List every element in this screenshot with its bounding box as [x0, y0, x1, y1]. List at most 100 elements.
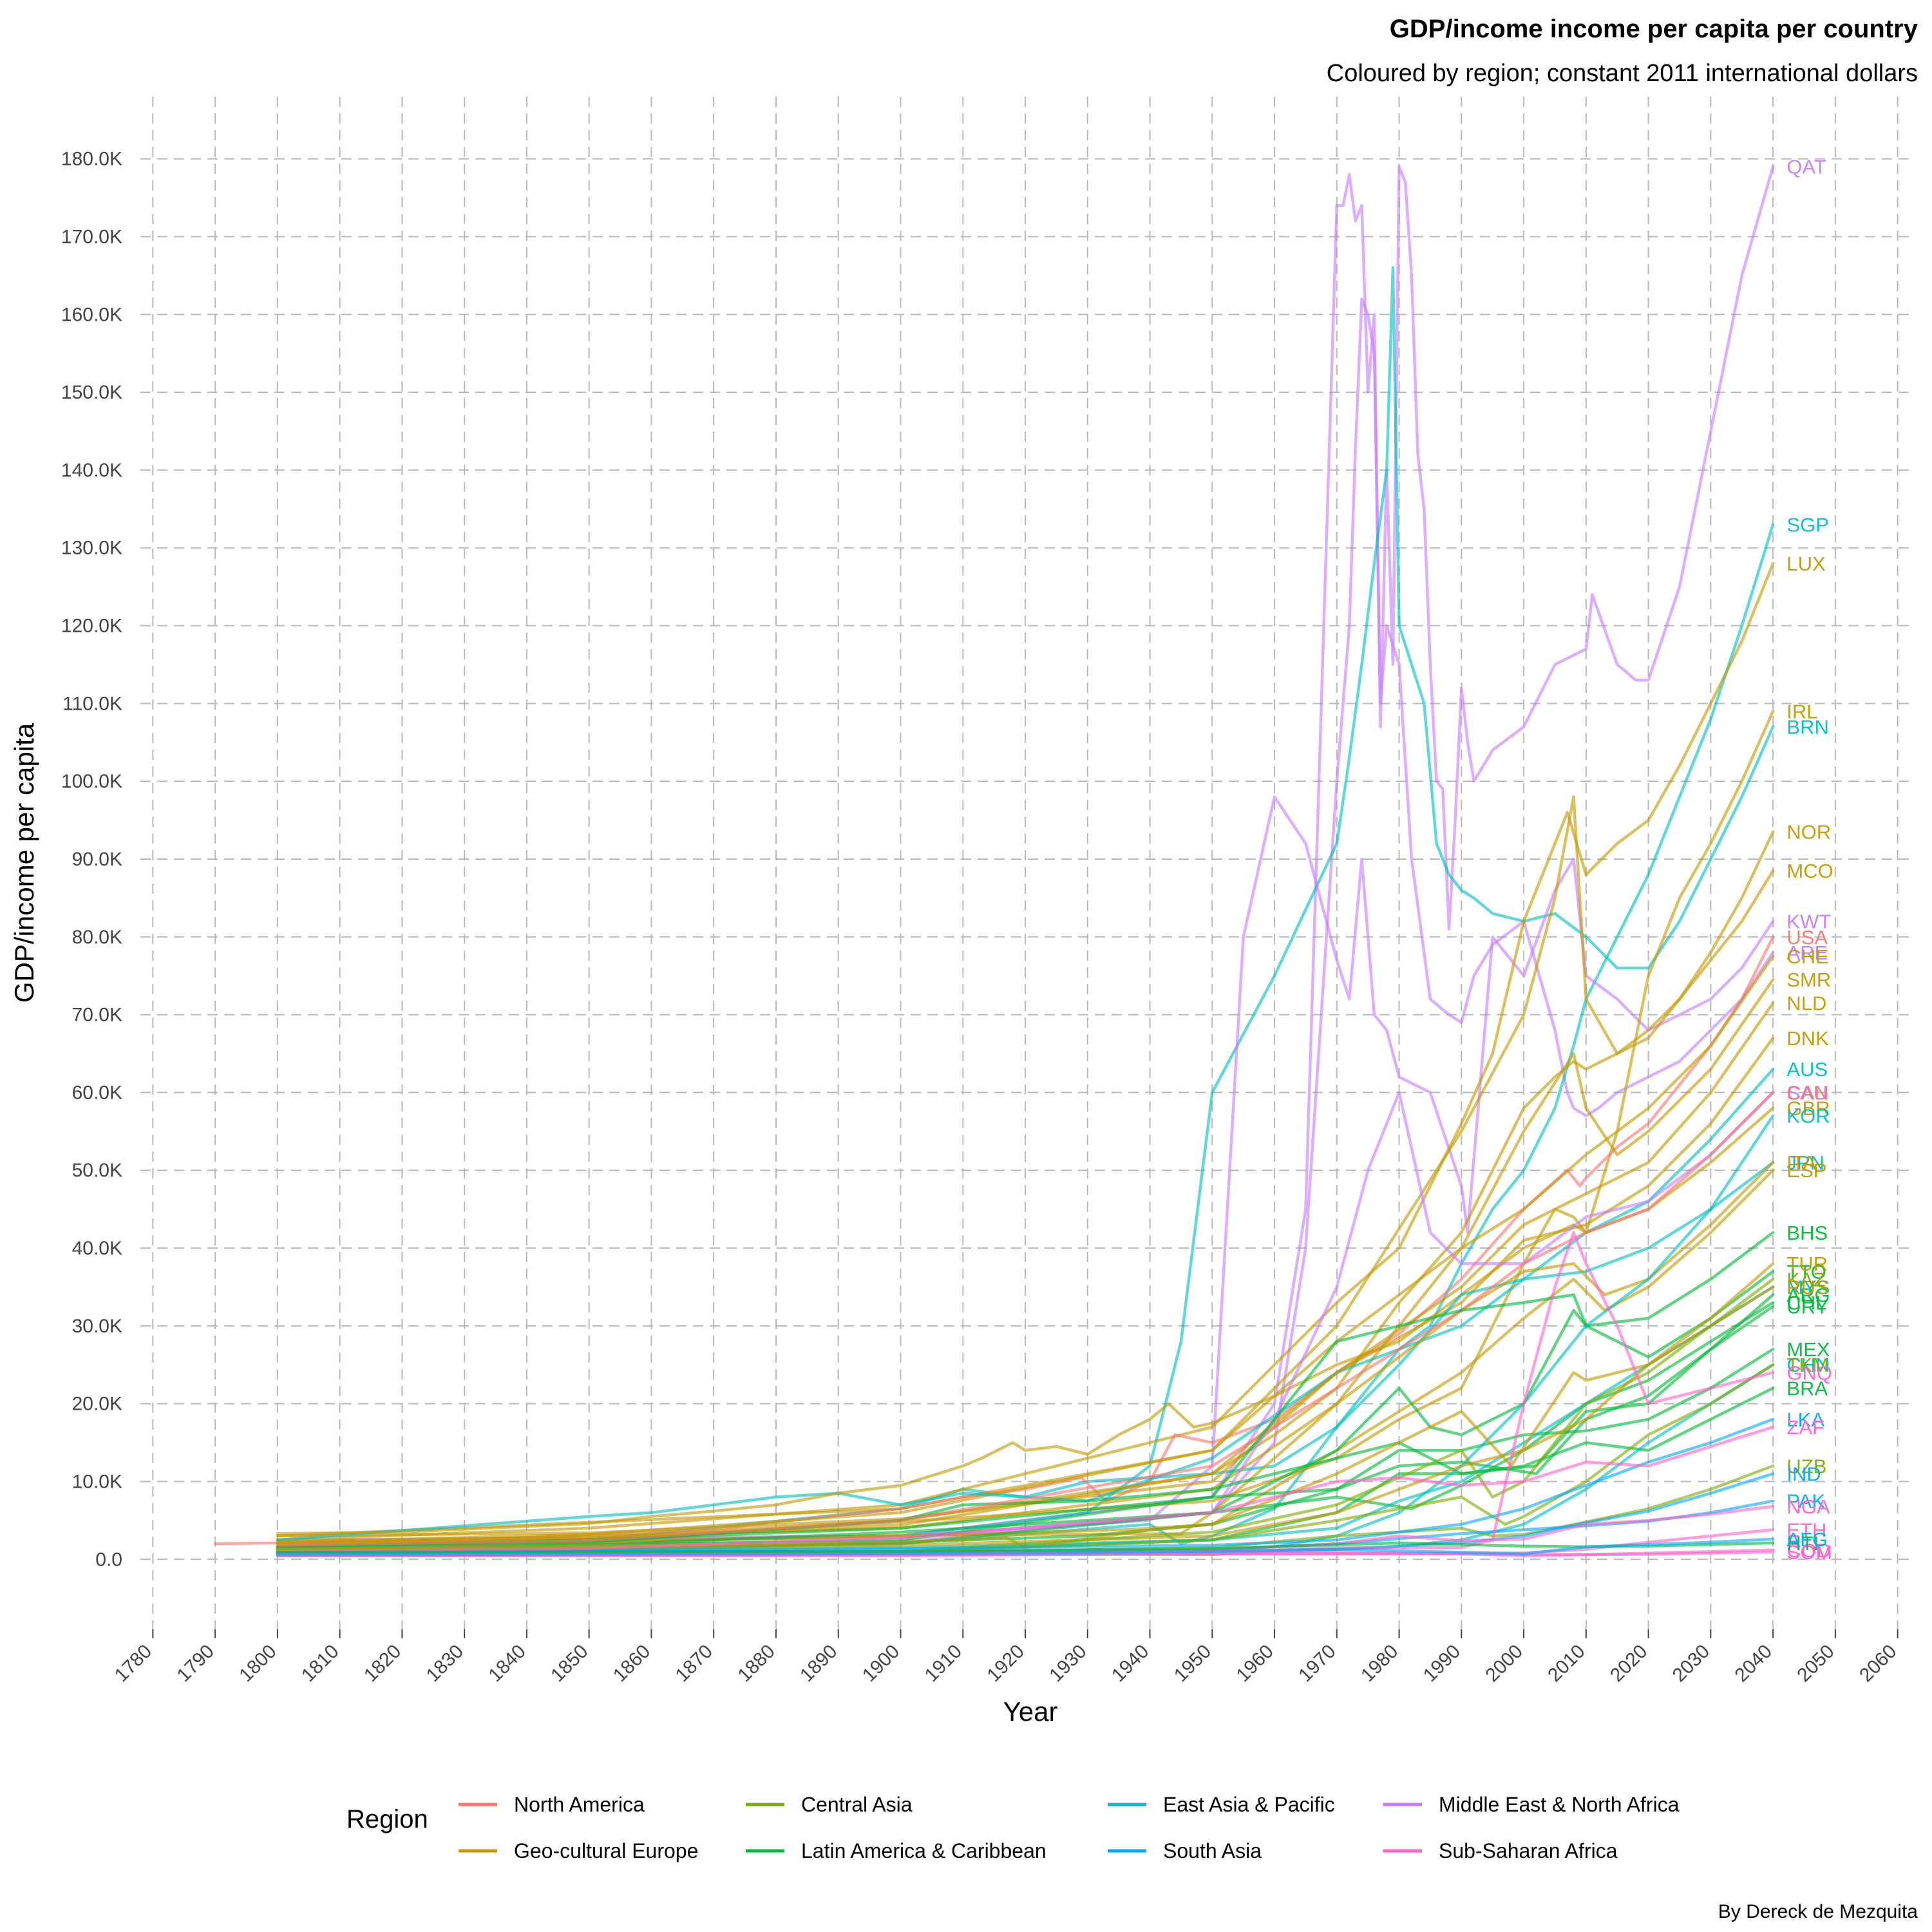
x-tick-label: 1870 — [672, 1641, 717, 1687]
x-tick-label: 2000 — [1482, 1641, 1528, 1687]
x-tick-label: 1910 — [921, 1641, 967, 1687]
y-tick-label: 120.0K — [61, 616, 122, 637]
end-label-kaz: KAZ — [1786, 1268, 1825, 1291]
legend-entry-label: Middle East & North Africa — [1439, 1793, 1680, 1816]
series-line-lka — [276, 1417, 1775, 1554]
x-tick-label: 1840 — [484, 1641, 530, 1687]
series-lines — [213, 165, 1775, 1558]
end-label-aus: AUS — [1786, 1058, 1828, 1081]
end-label-che: CHE — [1786, 945, 1828, 968]
end-label-lux: LUX — [1786, 553, 1826, 575]
series-line-gbr — [276, 1106, 1775, 1535]
end-label-nor: NOR — [1786, 821, 1831, 844]
y-tick-label: 170.0K — [61, 226, 122, 247]
y-tick-label: 0.0 — [95, 1549, 122, 1570]
end-label-afg: AFG — [1786, 1528, 1828, 1551]
legend: Region North America Geo-cultural Europe C… — [346, 1793, 1680, 1862]
axis-ticks: 0.0 10.0K 20.0K 30.0K 40.0K 50.0K 60.0K 70.0K 80… — [61, 149, 1901, 1686]
y-tick-label: 60.0K — [72, 1082, 122, 1103]
y-tick-label: 50.0K — [72, 1160, 122, 1181]
y-tick-label: 20.0K — [72, 1394, 122, 1415]
x-tick-label: 1960 — [1232, 1641, 1278, 1687]
end-label-tkm: TKM — [1786, 1354, 1828, 1376]
end-label-sgp: SGP — [1786, 513, 1828, 536]
end-label-eth: ETH — [1786, 1519, 1826, 1541]
end-label-are: ARE — [1786, 942, 1828, 964]
x-tick-label: 1980 — [1357, 1641, 1403, 1687]
legend-entry-label: Latin America & Caribbean — [801, 1839, 1046, 1862]
x-tick-label: 2050 — [1793, 1641, 1839, 1687]
end-label-tur: TUR — [1786, 1253, 1828, 1275]
chart-title: GDP/income income per capita per country — [1390, 15, 1918, 43]
end-label-lka: LKA — [1786, 1408, 1824, 1431]
end-label-cod: COD — [1786, 1539, 1831, 1562]
end-label-esp: ESP — [1786, 1159, 1826, 1182]
x-tick-label: 1820 — [360, 1641, 406, 1687]
series-line-rus — [276, 1285, 1775, 1551]
end-label-kwt: KWT — [1786, 911, 1831, 933]
end-label-ita: ITA — [1786, 1151, 1816, 1174]
end-label-rus: RUS — [1786, 1276, 1828, 1298]
legend-entry-label: South Asia — [1163, 1839, 1262, 1862]
series-line-lux — [276, 562, 1775, 1542]
x-tick-label: 1950 — [1170, 1641, 1216, 1687]
end-label-smr: SMR — [1786, 969, 1831, 991]
series-line-kwt — [276, 795, 1775, 1546]
grid — [140, 97, 1910, 1629]
end-label-usa: USA — [1786, 926, 1828, 949]
end-label-zaf: ZAF — [1786, 1416, 1824, 1439]
x-tick-label: 1920 — [983, 1641, 1028, 1687]
end-label-som: SOM — [1786, 1541, 1832, 1564]
x-tick-label: 1900 — [858, 1641, 904, 1687]
x-tick-label: 1990 — [1419, 1641, 1465, 1687]
y-tick-label: 40.0K — [72, 1238, 122, 1259]
x-tick-label: 1780 — [111, 1641, 156, 1687]
x-tick-label: 2040 — [1731, 1641, 1777, 1687]
end-label-mys: MYS — [1786, 1276, 1830, 1298]
end-label-can: CAN — [1786, 1081, 1828, 1104]
series-line-are — [276, 297, 1775, 1546]
legend-title: Region — [346, 1805, 428, 1833]
y-tick-label: 10.0K — [72, 1471, 122, 1492]
chart-subtitle: Coloured by region; constant 2011 intern… — [1327, 60, 1918, 87]
series-line-bhs — [276, 1231, 1775, 1552]
series-line-afg — [276, 1537, 1775, 1557]
series-line-chl — [276, 1301, 1775, 1552]
series-line-brn — [276, 266, 1775, 1549]
y-tick-label: 100.0K — [61, 771, 122, 792]
legend-entry-label: North America — [514, 1793, 645, 1816]
end-label-bra: BRA — [1786, 1377, 1828, 1399]
series-line-kaz — [276, 1278, 1775, 1554]
y-tick-label: 30.0K — [72, 1316, 122, 1337]
legend-entry-label: Sub-Saharan Africa — [1439, 1839, 1618, 1862]
end-label-arg: ARG — [1786, 1284, 1830, 1307]
end-label-dnk: DNK — [1786, 1027, 1829, 1050]
x-tick-label: 1790 — [173, 1641, 219, 1687]
end-label-ury: URY — [1786, 1296, 1828, 1318]
end-label-brn: BRN — [1786, 716, 1828, 739]
x-tick-label: 1930 — [1045, 1641, 1091, 1687]
y-tick-label: 180.0K — [61, 149, 122, 170]
legend-entry-label: East Asia & Pacific — [1163, 1793, 1335, 1816]
end-label-uzb: UZB — [1786, 1455, 1826, 1477]
y-tick-label: 70.0K — [72, 1005, 122, 1026]
legend-entry-label: Central Asia — [801, 1793, 913, 1816]
x-tick-label: 2030 — [1669, 1641, 1714, 1687]
x-tick-label: 1810 — [298, 1641, 343, 1687]
end-label-bhs: BHS — [1786, 1222, 1828, 1244]
end-label-tto: TTO — [1786, 1260, 1826, 1283]
series-line-nld — [276, 1001, 1775, 1538]
y-tick-label: 160.0K — [61, 304, 122, 325]
series-line-usa — [213, 935, 1775, 1546]
series-line-mco — [276, 795, 1775, 1538]
end-label-qat: QAT — [1786, 156, 1826, 178]
x-tick-label: 1940 — [1108, 1641, 1153, 1687]
x-tick-label: 2010 — [1544, 1641, 1589, 1687]
y-tick-label: 80.0K — [72, 927, 122, 948]
end-label-sau: SAU — [1786, 1081, 1828, 1104]
x-tick-label: 2020 — [1606, 1641, 1652, 1687]
series-line-qat — [276, 165, 1775, 1542]
legend-entry-label: Geo-cultural Europe — [514, 1839, 698, 1862]
x-tick-label: 2060 — [1855, 1641, 1901, 1687]
